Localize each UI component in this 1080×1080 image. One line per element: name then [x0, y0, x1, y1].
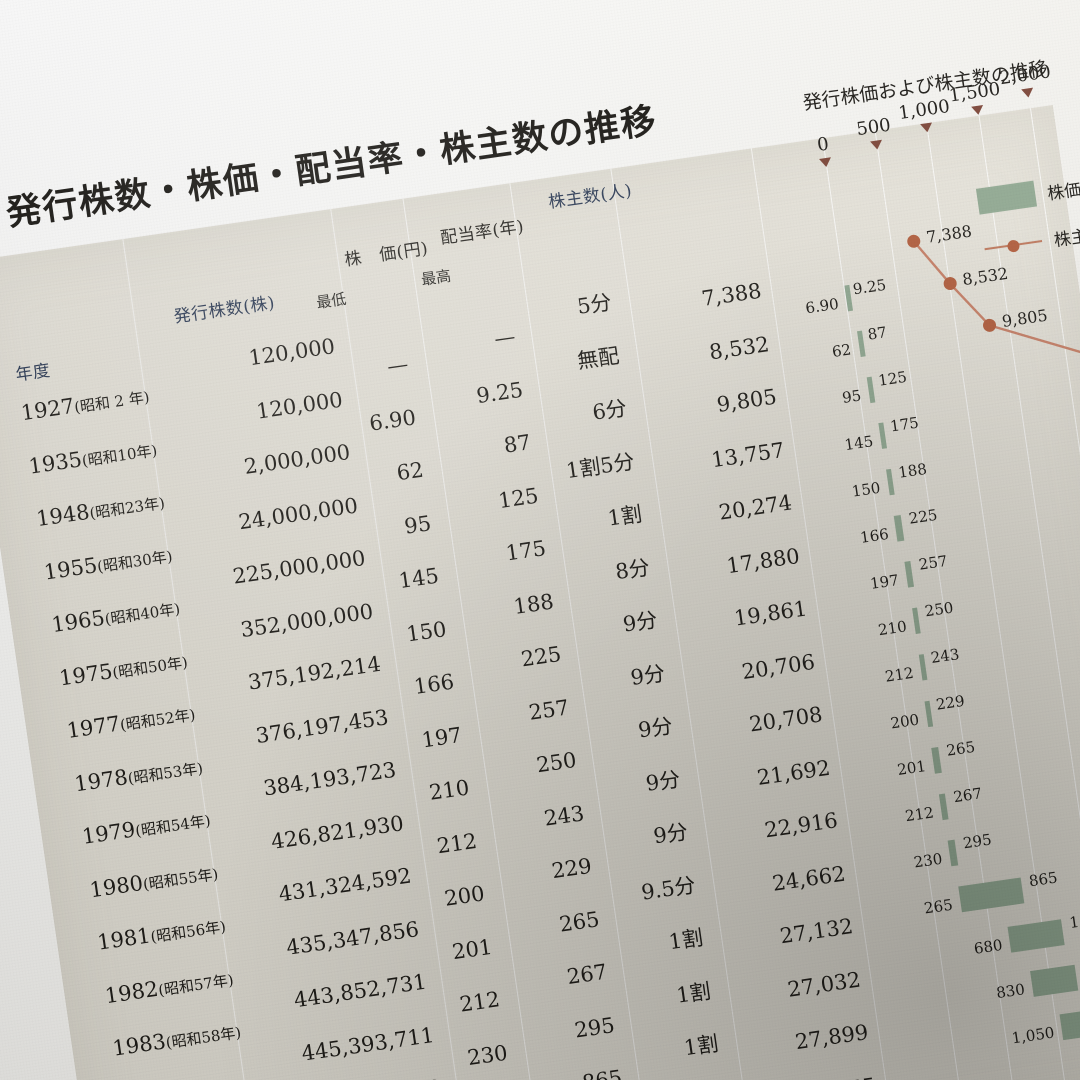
- cell-price-high: 267: [565, 959, 609, 990]
- cell-shares: 352,000,000: [238, 598, 375, 642]
- cell-dividend: 1割: [682, 1031, 720, 1061]
- header-price-low: 最低: [315, 289, 348, 313]
- cell-price-high: 250: [534, 747, 578, 778]
- cell-price-high: 225: [519, 641, 563, 672]
- cell-shares: 24,000,000: [236, 492, 360, 534]
- cell-dividend: 9分: [651, 819, 690, 849]
- cell-price-high: 257: [527, 694, 571, 725]
- cell-dividend: 無配: [575, 343, 621, 373]
- header-price-group: 株 価(円): [343, 238, 430, 271]
- cell-shares: 443,852,731: [292, 969, 429, 1013]
- axis-tick-marker: [970, 105, 984, 116]
- cell-shares: 376,197,453: [254, 704, 390, 748]
- cell-price-high: 865: [581, 1066, 624, 1080]
- cell-dividend: 6分: [590, 396, 629, 425]
- cell-dividend: 9.5分: [639, 872, 697, 905]
- axis-tick-marker: [1021, 87, 1035, 99]
- cell-price-high: 229: [550, 853, 594, 884]
- legend-label-holders: 株主数: [1052, 224, 1080, 252]
- cell-year: 1984(昭和59年): [119, 1071, 250, 1080]
- cell-dividend: 1割: [667, 925, 705, 955]
- chart-legend: 株価 株主数: [975, 172, 1080, 283]
- cell-holders: 9,805: [715, 384, 779, 417]
- cell-shares: 445,393,711: [300, 1022, 436, 1066]
- cell-holders: 27,899: [793, 1019, 870, 1055]
- cell-shares: 375,192,214: [246, 651, 383, 695]
- cell-price-high: 243: [542, 800, 586, 831]
- cell-price-high: 265: [557, 906, 601, 937]
- legend-line-swatch: [984, 234, 1043, 255]
- cell-shares: 384,193,723: [261, 757, 398, 801]
- cell-holders: 24,662: [770, 861, 847, 896]
- cell-price-high: 125: [496, 483, 540, 513]
- cell-price-high: 188: [511, 588, 556, 619]
- cell-shares: 435,347,856: [284, 916, 421, 960]
- bar-high-label: 87: [866, 323, 888, 344]
- cell-holders: 20,706: [740, 649, 817, 684]
- cell-dividend: 5分: [575, 290, 614, 319]
- table-chart-panel: 年度 発行株数(株) 株 価(円) 最低 最高 配当率(年) 株主数(人) 19…: [0, 58, 1080, 1080]
- bar-low-label: 62: [830, 340, 853, 361]
- header-holders: 株主数(人): [547, 181, 634, 213]
- cell-holders: 17,880: [724, 543, 802, 578]
- cell-dividend: 1割: [606, 501, 644, 531]
- cell-holders: 13,757: [709, 437, 786, 472]
- cell-holders: 7,388: [700, 278, 763, 311]
- cell-holders: 20,274: [717, 490, 794, 525]
- legend-item-holders: 株主数: [983, 219, 1080, 261]
- cell-shares: 120,000: [247, 334, 337, 371]
- legend-label-price: 株価: [1045, 179, 1080, 205]
- cell-holders: 27,132: [778, 914, 855, 949]
- cell-dividend: 9分: [644, 766, 682, 796]
- cell-shares: 225,000,000: [231, 545, 368, 589]
- cell-holders: 27,032: [785, 967, 863, 1002]
- cell-holders: 21,692: [755, 755, 832, 790]
- header-dividend: 配当率(年): [439, 216, 526, 249]
- cell-price-high: 175: [504, 536, 548, 566]
- cell-shares: 120,000: [254, 387, 345, 424]
- cell-holders: 22,916: [763, 808, 840, 843]
- header-price-high: 最高: [419, 266, 453, 289]
- cell-holders: 19,861: [732, 596, 809, 631]
- cell-dividend: 9分: [629, 660, 667, 690]
- cell-holders: 8,532: [707, 331, 771, 364]
- cell-dividend: 1割: [674, 978, 713, 1008]
- cell-price-high: 9.25: [474, 377, 525, 408]
- cell-price-high: —: [492, 324, 517, 351]
- cell-dividend: 8分: [613, 554, 652, 584]
- cell-price-high: 87: [502, 430, 533, 458]
- header-shares: 発行株数(株): [172, 293, 277, 328]
- cell-price-high: 295: [573, 1012, 617, 1043]
- cell-shares: 431,324,592: [277, 863, 413, 907]
- cell-holders: 20,708: [747, 702, 824, 737]
- bar-low-label: 95: [840, 386, 863, 407]
- cell-dividend: 9分: [621, 607, 659, 637]
- cell-dividend: 1割5分: [564, 449, 636, 483]
- cell-shares: 426,821,930: [269, 810, 406, 854]
- cell-dividend: 9分: [636, 713, 675, 743]
- cell-holders: 32,755: [801, 1073, 877, 1080]
- cell-shares: 2,000,000: [242, 439, 352, 479]
